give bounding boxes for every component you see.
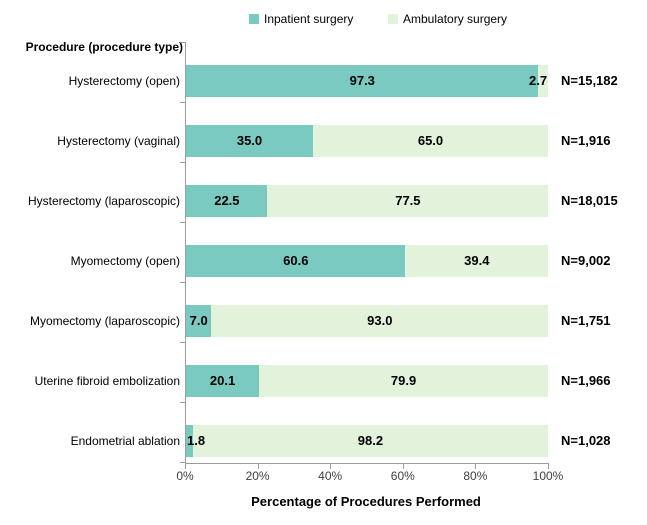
x-axis-tick-label: 60% — [390, 469, 415, 483]
legend-item-inpatient: Inpatient surgery — [249, 12, 354, 26]
x-axis-tick-label: 80% — [463, 469, 488, 483]
x-axis-tick-label: 100% — [532, 469, 564, 483]
y-axis-line — [185, 42, 186, 464]
legend-item-ambulatory: Ambulatory surgery — [388, 12, 508, 26]
x-axis-tick — [402, 463, 404, 469]
x-axis-tick — [185, 463, 186, 469]
category-label: Hysterectomy (vaginal) — [57, 134, 180, 148]
ambulatory-value-label: 2.7 — [529, 73, 548, 88]
bar-segment-inpatient — [186, 305, 212, 337]
n-count-label: N=15,182 — [561, 73, 618, 88]
n-count-label: N=9,002 — [561, 253, 611, 268]
y-axis-tick — [180, 462, 185, 463]
n-count-label: N=1,028 — [561, 433, 611, 448]
y-axis-tick — [180, 162, 185, 163]
n-count-label: N=18,015 — [561, 193, 618, 208]
bar-segment-inpatient — [186, 245, 406, 277]
ambulatory-value-label: 77.5 — [395, 193, 421, 208]
ambulatory-value-label: 39.4 — [464, 253, 490, 268]
inpatient-value-label: 35.0 — [236, 133, 263, 148]
ambulatory-value-label: 93.0 — [367, 313, 393, 328]
n-count-label: N=1,751 — [561, 313, 611, 328]
bar-segment-ambulatory — [312, 125, 548, 157]
inpatient-value-label: 20.1 — [209, 373, 236, 388]
bar-segment-ambulatory — [211, 305, 548, 337]
legend-label-inpatient: Inpatient surgery — [264, 12, 354, 26]
category-label: Myomectomy (laparoscopic) — [29, 314, 180, 328]
inpatient-value-label: 1.8 — [187, 433, 206, 448]
y-axis-tick — [180, 222, 185, 223]
category-label: Uterine fibroid embolization — [34, 374, 180, 388]
bar-segment-inpatient — [186, 125, 313, 157]
x-axis-tick — [548, 463, 549, 469]
bar-segment-inpatient — [186, 185, 268, 217]
legend-label-ambulatory: Ambulatory surgery — [403, 12, 508, 26]
bar-segment-ambulatory — [267, 185, 548, 217]
y-axis-tick — [180, 342, 185, 343]
category-label: Hysterectomy (open) — [68, 74, 180, 88]
bar-segment-inpatient — [186, 65, 539, 97]
x-axis-line — [185, 463, 549, 464]
x-axis-tick-label: 40% — [318, 469, 343, 483]
bar-segment-inpatient — [186, 425, 193, 457]
inpatient-value-label: 60.6 — [283, 253, 309, 268]
inpatient-value-label: 22.5 — [214, 193, 240, 208]
bar-segment-inpatient — [186, 365, 259, 397]
x-axis-tick — [475, 463, 477, 469]
inpatient-value-label: 97.3 — [349, 73, 375, 88]
category-label: Endometrial ablation — [70, 434, 180, 448]
bar-segment-ambulatory — [405, 245, 548, 277]
bar-segment-ambulatory — [258, 365, 548, 397]
ambulatory-value-label: 65.0 — [417, 133, 444, 148]
n-count-label: N=1,966 — [561, 373, 611, 388]
x-axis-tick-label: 0% — [176, 469, 194, 483]
y-axis-tick — [180, 402, 185, 403]
y-axis-tick — [180, 282, 185, 283]
n-count-label: N=1,916 — [561, 133, 611, 148]
category-label: Hysterectomy (laparoscopic) — [27, 194, 180, 208]
category-label: Myomectomy (open) — [70, 254, 180, 268]
ambulatory-value-label: 98.2 — [357, 433, 384, 448]
ambulatory-legend-swatch-icon — [388, 14, 398, 24]
inpatient-legend-swatch-icon — [249, 14, 259, 24]
x-axis-tick-label: 20% — [245, 469, 270, 483]
x-axis-title: Percentage of Procedures Performed — [251, 494, 481, 509]
y-axis-tick — [180, 102, 185, 103]
y-axis-tick — [180, 42, 185, 43]
ambulatory-value-label: 79.9 — [390, 373, 417, 388]
inpatient-value-label: 7.0 — [189, 313, 208, 328]
y-axis-title: Procedure (procedure type) — [25, 40, 183, 54]
x-axis-tick — [257, 463, 259, 469]
bar-segment-ambulatory — [538, 65, 548, 97]
bar-segment-ambulatory — [192, 425, 548, 457]
x-axis-tick — [330, 463, 332, 469]
